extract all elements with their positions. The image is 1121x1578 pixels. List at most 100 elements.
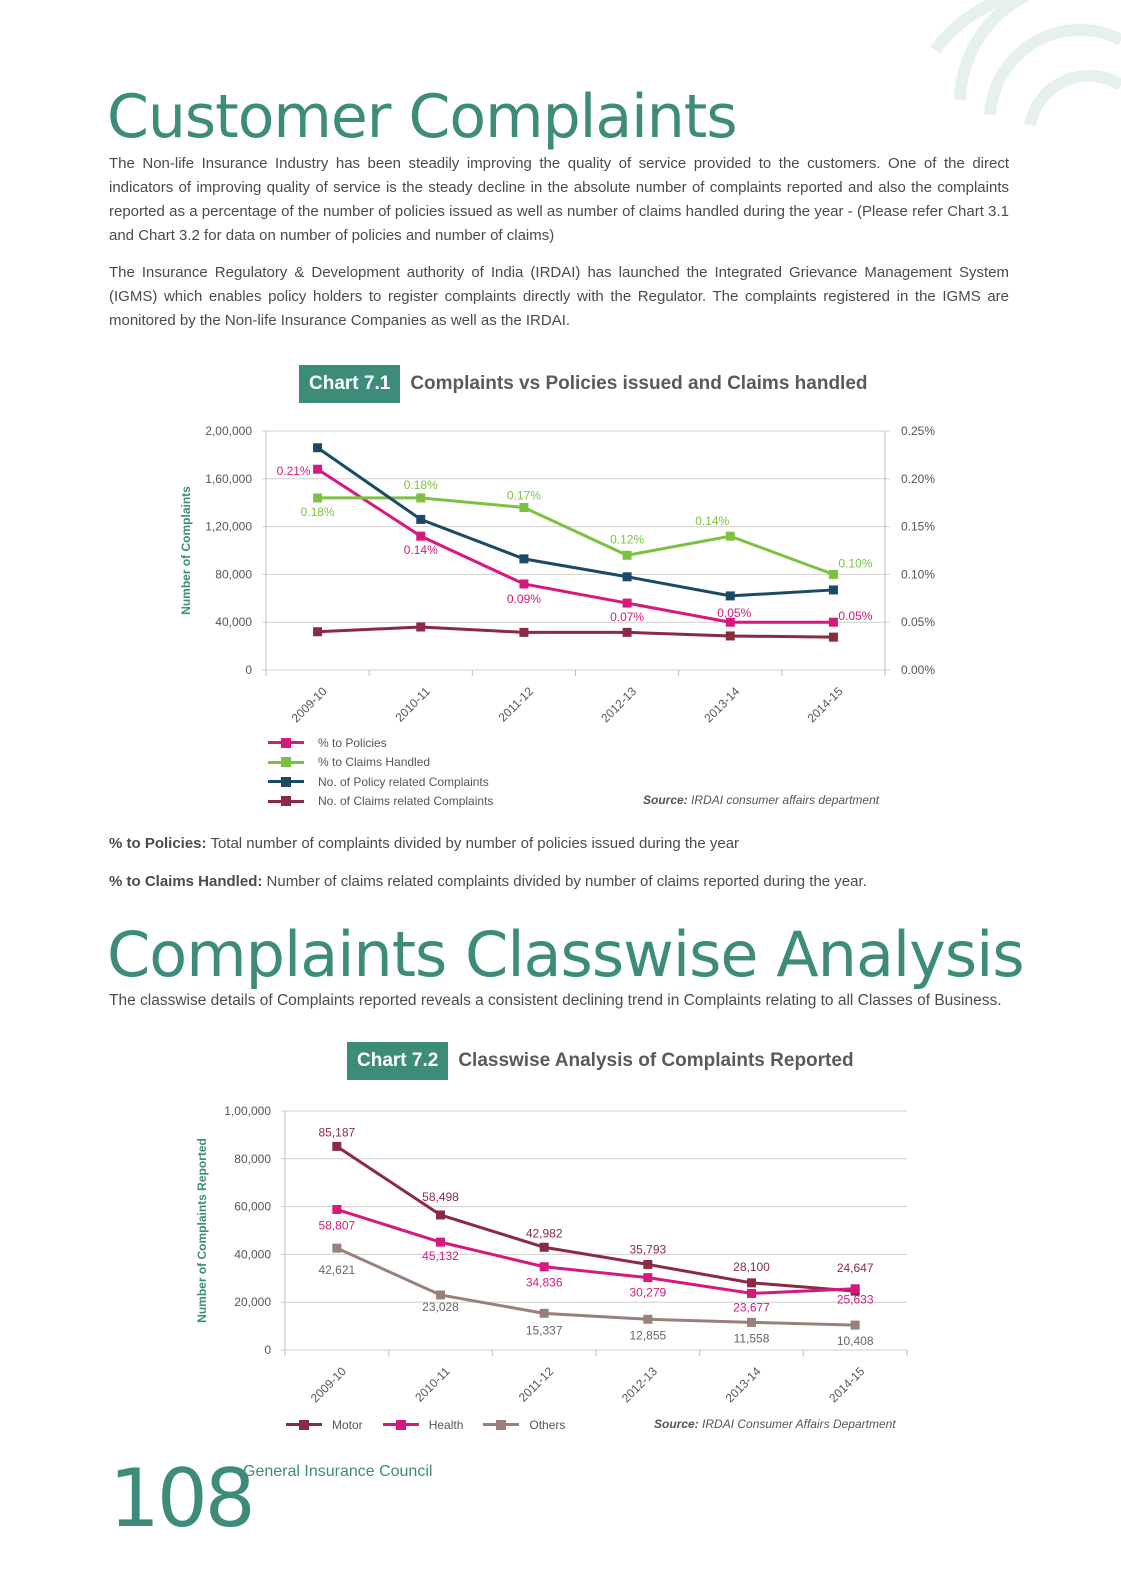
chart-7-2-series-motor-data-label: 24,647 [837, 1261, 874, 1275]
note-1-label: % to Policies: [109, 835, 207, 852]
publisher-name: General Insurance Council [243, 1463, 433, 1480]
chart-7-1-series-pct-to-policies-data-label: 0.21% [277, 464, 311, 478]
chart-7-1-series-pct-to-claims-handled-data-label: 0.18% [301, 505, 335, 519]
chart-7-1-legend-item-pct-to-policies: % to Policies [268, 733, 493, 753]
chart-7-1-legend: % to Policies % to Claims Handled No. of P… [268, 733, 493, 811]
chart-7-1-badge: Chart 7.1 [299, 365, 401, 403]
chart-7-2-source-label: Source: [654, 1417, 699, 1431]
page-number: 108 [109, 1452, 256, 1545]
chart-7-1-y2-tick-label: 0.10% [901, 567, 935, 581]
chart-7-1-series-pct-to-claims-handled-data-label: 0.10% [838, 556, 872, 570]
chart-7-1-y-tick-label: 80,000 [215, 567, 252, 581]
note-percent-to-policies: % to Policies: Total number of complaint… [109, 835, 739, 852]
chart-7-1-series-pct-to-claims-handled-data-label: 0.17% [507, 488, 541, 502]
chart-7-1-series-no-of-claims-related-complaints-line [317, 625, 834, 639]
chart-7-1-series-pct-to-claims-handled-data-label: 0.18% [404, 478, 438, 492]
chart-7-1-caption: Complaints vs Policies issued and Claims… [410, 373, 868, 394]
chart-7-2-x-tick-label: 2014-15 [826, 1364, 867, 1405]
chart-7-2-series-motor-point [436, 1210, 446, 1220]
heading-classwise-analysis: Complaints Classwise Analysis [107, 918, 1025, 991]
chart-7-1-legend-label: No. of Claims related Complaints [318, 794, 494, 809]
intro-paragraph-2: The Insurance Regulatory & Development a… [109, 264, 1009, 329]
chart-7-1: 0 40,000 80,000 1,20,000 1,60,000 2,00,000 0.0… [179, 424, 935, 725]
chart-7-1-y2-tick-label: 0.20% [901, 472, 935, 486]
chart-7-1-series-pct-to-policies-data-label: 0.07% [610, 610, 644, 624]
note-1-text: Total number of complaints divided by nu… [210, 835, 740, 852]
chart-7-1-y-tick-label: 1,20,000 [205, 520, 252, 534]
chart-7-1-legend-item-pct-to-claims-handled: % to Claims Handled [268, 753, 493, 773]
chart-7-2-y-tick-label: 0 [264, 1343, 271, 1357]
chart-7-1-series-pct-to-claims-handled-point [313, 493, 323, 503]
chart-7-2-series-health-point [643, 1273, 653, 1283]
chart-7-2-series-motor-data-label: 28,100 [733, 1260, 770, 1274]
chart-7-2-legend-swatch [483, 1419, 520, 1430]
chart-7-1-series-pct-to-policies-point [416, 531, 426, 541]
chart-7-1-y2-tick-label: 0.15% [901, 520, 935, 534]
chart-7-1-series-no-of-policy-related-complaints-point [828, 585, 838, 595]
chart-7-2-series-health-data-label: 58,807 [318, 1218, 355, 1232]
chart-7-2-legend-label: Others [529, 1417, 566, 1432]
chart-7-2-series-others-data-label: 23,028 [422, 1300, 459, 1314]
chart-7-2-y-tick-label: 80,000 [234, 1152, 271, 1166]
note-percent-to-claims: % to Claims Handled: Number of claims re… [109, 873, 867, 890]
chart-7-1-series-no-of-claims-related-complaints-point [828, 632, 838, 642]
chart-7-1-series-pct-to-policies-point [725, 617, 735, 627]
intro-paragraph-1: The Non-life Insurance Industry has been… [109, 155, 1009, 244]
chart-7-1-legend-item-no-of-claims-related-complaints: No. of Claims related Complaints [268, 792, 493, 812]
chart-7-2-series-health-data-label: 23,677 [733, 1300, 770, 1314]
chart-7-2-series-others-data-label: 42,621 [318, 1263, 355, 1277]
chart-7-2-x-tick-label: 2012-13 [619, 1364, 660, 1405]
chart-7-1-title: Chart 7.1 Complaints vs Policies issued … [299, 365, 868, 403]
chart-7-1-legend-label: No. of Policy related Complaints [318, 774, 489, 789]
chart-7-1-series-no-of-claims-related-complaints-point [725, 631, 735, 641]
chart-7-1-series-no-of-claims-related-complaints-point [622, 627, 632, 637]
chart-7-1-series-pct-to-policies-data-label: 0.05% [717, 606, 751, 620]
chart-7-2-legend: Motor Health Others [286, 1415, 585, 1435]
chart-7-1-series-no-of-policy-related-complaints-point [519, 554, 529, 564]
chart-7-1-series-pct-to-claims-handled-point [622, 550, 632, 560]
chart-7-1-series-pct-to-policies-point [622, 598, 632, 608]
chart-7-2-series-others-point [850, 1320, 860, 1330]
chart-7-2-x-tick-label: 2011-12 [516, 1364, 557, 1405]
chart-7-2-series-others-line [336, 1246, 856, 1327]
chart-7-2-y-tick-label: 1,00,000 [224, 1104, 271, 1118]
chart-7-2-series-motor-data-label: 42,982 [526, 1226, 563, 1240]
chart-7-2-series-motor-line [336, 1145, 856, 1293]
chart-7-1-legend-item-no-of-policy-related-complaints: No. of Policy related Complaints [268, 772, 493, 792]
chart-7-2-series-others-point [643, 1314, 653, 1324]
chart-7-1-series-no-of-claims-related-complaints-point [313, 627, 323, 637]
chart-7-1-series-pct-to-claims-handled-point [416, 493, 426, 503]
chart-7-2-series-motor-point [539, 1242, 549, 1252]
chart-7-2-y-tick-label: 20,000 [234, 1295, 271, 1309]
chart-7-1-legend-swatch [268, 757, 304, 768]
chart-7-2-series-others-point [747, 1317, 757, 1327]
chart-7-1-series-pct-to-policies-line [316, 467, 834, 624]
chart-7-2-y-tick-label: 60,000 [234, 1200, 271, 1214]
chart-7-1-y-tick-label: 40,000 [215, 615, 252, 629]
chart-7-2-legend-item-health: Health [382, 1415, 463, 1435]
chart-7-2-series-health-line [336, 1208, 856, 1295]
chart-7-1-y-axis-title: Number of Complaints [179, 486, 193, 615]
chart-7-2-legend-swatch [286, 1419, 322, 1430]
chart-7-2-legend-label: Motor [332, 1417, 363, 1432]
chart-7-2-series-others-data-label: 11,558 [734, 1331, 770, 1345]
chart-7-1-source-text: IRDAI consumer affairs department [691, 793, 880, 807]
chart-7-2-series-others-point [539, 1308, 549, 1318]
decorative-arcs [930, 0, 1121, 127]
chart-7-2-series-health-data-label: 34,836 [526, 1276, 563, 1290]
chart-7-1-series-no-of-policy-related-complaints-point [725, 591, 735, 601]
chart-7-1-series-pct-to-claims-handled-data-label: 0.12% [610, 532, 644, 546]
chart-7-2-legend-item-others: Others [483, 1415, 565, 1435]
chart-7-2-y-axis-title: Number of Complaints Reported [195, 1138, 209, 1323]
chart-7-2-series-health-data-label: 45,132 [422, 1249, 459, 1263]
chart-7-1-legend-label: % to Claims Handled [318, 755, 431, 770]
chart-7-2-series-motor-point [747, 1278, 757, 1288]
chart-7-1-series-no-of-policy-related-complaints-line [316, 446, 834, 598]
chart-7-2-series-health-point [436, 1237, 446, 1247]
chart-7-1-series-pct-to-policies-point [828, 617, 838, 627]
chart-7-2-series-motor-data-label: 85,187 [318, 1125, 355, 1139]
chart-7-1-series-no-of-policy-related-complaints-point [622, 572, 632, 582]
chart-7-2-title: Chart 7.2 Classwise Analysis of Complain… [347, 1042, 854, 1080]
chart-7-1-y-tick-label: 1,60,000 [205, 472, 252, 486]
chart-7-1-series-pct-to-policies-data-label: 0.09% [507, 592, 541, 606]
